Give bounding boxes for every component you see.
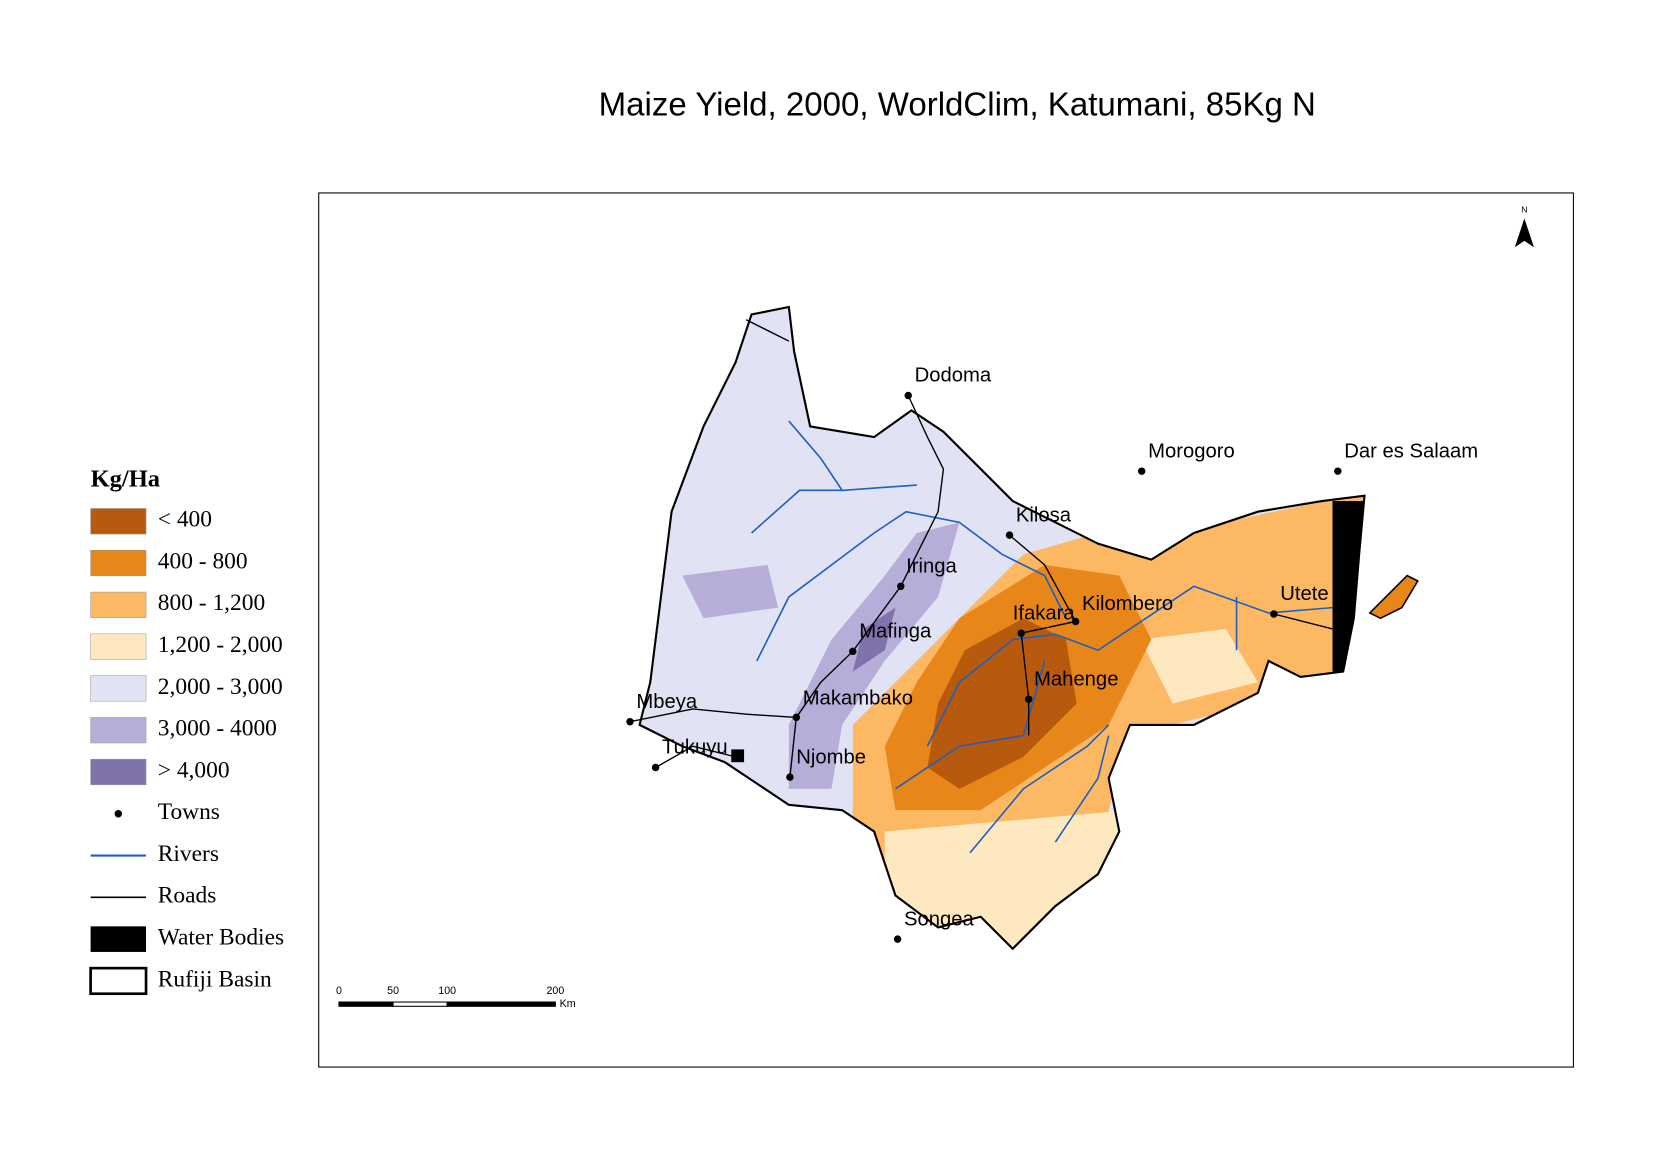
river bbox=[750, 489, 843, 534]
legend-label: Water Bodies bbox=[158, 925, 284, 951]
scale-segment bbox=[338, 1001, 394, 1007]
legend-label: 2,000 - 3,000 bbox=[158, 674, 283, 700]
legend-symbol bbox=[114, 810, 123, 818]
legend: < 400 400 - 800 800 - 1,200 1,200 - 2,000 2,… bbox=[89, 507, 284, 996]
towns: Dodoma Morogoro Dar es Salaam Kilosa Iringa I… bbox=[626, 365, 1478, 943]
map-canvas: Maize Yield, 2000, WorldClim, Katumani, … bbox=[89, 86, 1574, 1068]
town-label: Iringa bbox=[906, 555, 957, 577]
scale-unit: Km bbox=[560, 998, 576, 1010]
legend-label: 800 - 1,200 bbox=[158, 590, 265, 616]
town-label: Utete bbox=[1280, 583, 1328, 605]
legend-label: 400 - 800 bbox=[158, 548, 248, 574]
town-dot bbox=[626, 717, 634, 726]
legend-label: 3,000 - 4000 bbox=[158, 716, 277, 742]
town-label: Kilombero bbox=[1082, 593, 1173, 615]
legend-title: Kg/Ha bbox=[91, 465, 160, 492]
legend-label: Roads bbox=[158, 883, 217, 909]
town-label: Ifakara bbox=[1013, 602, 1076, 624]
road bbox=[1009, 534, 1077, 736]
yield-zone bbox=[927, 618, 1077, 789]
town-label: Dodoma bbox=[915, 365, 992, 387]
scale-label: 50 bbox=[387, 985, 399, 997]
north-arrow bbox=[1514, 218, 1534, 248]
town-label: Dar es Salaam bbox=[1344, 440, 1478, 462]
town-dot bbox=[849, 647, 857, 656]
town-dot bbox=[904, 391, 912, 400]
river bbox=[756, 510, 1067, 662]
town-dot bbox=[792, 713, 801, 722]
town-dot bbox=[1137, 467, 1146, 475]
legend-swatch bbox=[90, 633, 147, 660]
legend-label: 1,200 - 2,000 bbox=[158, 632, 283, 658]
map-frame bbox=[318, 192, 1574, 1068]
yield-raster bbox=[639, 307, 1365, 949]
legend-swatch bbox=[90, 717, 147, 744]
town-dot bbox=[1270, 610, 1278, 618]
legend-swatch bbox=[90, 508, 147, 535]
yield-zone bbox=[884, 810, 1130, 949]
river bbox=[1054, 735, 1110, 843]
legend-swatch bbox=[90, 550, 147, 577]
town-dot bbox=[1005, 531, 1014, 539]
scale-segment bbox=[392, 1001, 448, 1007]
yield-zone bbox=[682, 564, 779, 619]
river bbox=[969, 724, 1110, 854]
legend-label: Rivers bbox=[158, 841, 219, 867]
map-title: Maize Yield, 2000, WorldClim, Katumani, … bbox=[599, 86, 1316, 123]
town-dot bbox=[893, 935, 902, 943]
town-label: Morogoro bbox=[1148, 440, 1235, 462]
town-label: Tukuyu bbox=[662, 737, 728, 759]
town-dot bbox=[1334, 467, 1342, 475]
island bbox=[1368, 574, 1419, 620]
town-dot bbox=[651, 763, 660, 772]
road bbox=[1273, 613, 1333, 630]
legend-swatch bbox=[90, 675, 147, 702]
legend-label: < 400 bbox=[158, 507, 212, 533]
legend-symbol bbox=[89, 966, 148, 996]
town-label: Mahenge bbox=[1034, 668, 1118, 690]
scale-label: 100 bbox=[438, 985, 456, 997]
yield-zone bbox=[852, 607, 896, 672]
rivers bbox=[750, 420, 1333, 854]
town-label: Kilosa bbox=[1016, 504, 1072, 526]
road bbox=[745, 319, 790, 342]
town-label: Makambako bbox=[803, 688, 913, 710]
town-dot bbox=[1017, 629, 1025, 637]
road bbox=[655, 745, 736, 769]
road bbox=[629, 708, 797, 723]
town-label: Songea bbox=[904, 908, 975, 930]
legend-symbol bbox=[90, 926, 147, 952]
river bbox=[926, 585, 1333, 747]
yield-zone bbox=[1140, 628, 1258, 704]
legend-label: Towns bbox=[158, 799, 220, 825]
town-dot bbox=[1071, 617, 1080, 626]
river bbox=[894, 660, 1046, 790]
legend-swatch bbox=[90, 591, 147, 618]
town-dot bbox=[1024, 695, 1033, 704]
town-label: Njombe bbox=[796, 746, 866, 768]
town-dot bbox=[786, 773, 794, 781]
legend-label: Rufiji Basin bbox=[158, 966, 272, 992]
scale-label: 200 bbox=[546, 985, 564, 997]
legend-swatch bbox=[90, 758, 147, 786]
town-label: Mbeya bbox=[636, 691, 698, 713]
north-label: N bbox=[1521, 204, 1527, 214]
scale-segment bbox=[446, 1001, 556, 1007]
water-body bbox=[731, 749, 745, 763]
town-label: Mafinga bbox=[859, 620, 932, 642]
town-dot bbox=[897, 582, 905, 591]
scale-label: 0 bbox=[336, 985, 342, 997]
legend-label: > 4,000 bbox=[158, 757, 230, 783]
river bbox=[788, 420, 917, 492]
